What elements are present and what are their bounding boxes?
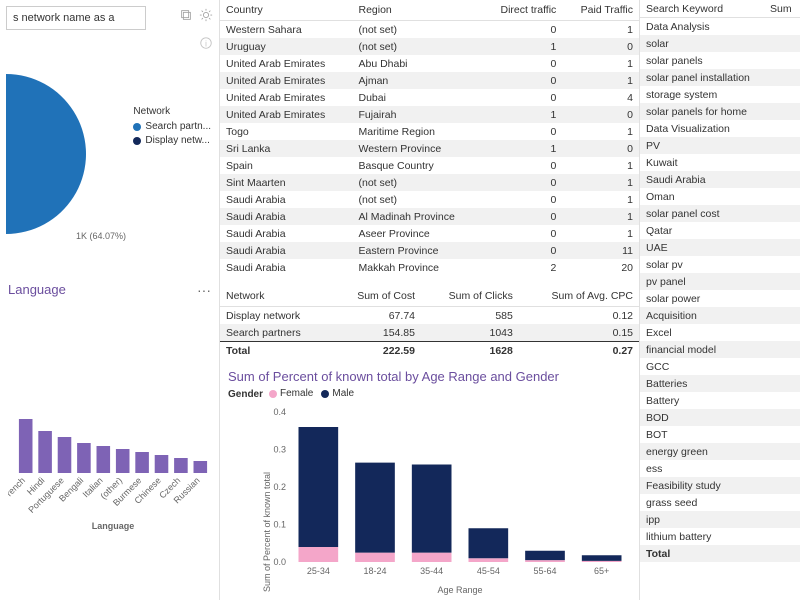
search-input[interactable] <box>6 6 146 30</box>
svg-text:1K (64.07%): 1K (64.07%) <box>76 231 126 241</box>
age-bar-chart: 0.0 0.1 0.2 0.3 0.4 25-34 18-24 35-44 45-54 55-64… <box>220 407 639 600</box>
svg-text:0.3: 0.3 <box>273 444 286 454</box>
svg-text:45-54: 45-54 <box>477 566 500 576</box>
svg-text:Age Range: Age Range <box>437 585 482 595</box>
age-chart-title: Sum of Percent of known total by Age Ran… <box>220 359 639 388</box>
pie-chart: 1K (64.07%) Network Search partn...Displ… <box>0 36 219 276</box>
svg-text:0.2: 0.2 <box>273 482 286 492</box>
svg-text:65+: 65+ <box>594 566 609 576</box>
traffic-table: CountryRegionDirect trafficPaid TrafficW… <box>220 0 639 276</box>
svg-text:0.4: 0.4 <box>273 407 286 417</box>
network-table: NetworkSum of CostSum of ClicksSum of Av… <box>220 286 639 359</box>
svg-text:Language: Language <box>92 521 135 531</box>
language-chart: FrenchHindiPortugueseBengaliItalian(othe… <box>0 303 219 533</box>
svg-text:55-64: 55-64 <box>533 566 556 576</box>
svg-text:18-24: 18-24 <box>363 566 386 576</box>
svg-text:0.0: 0.0 <box>273 557 286 567</box>
svg-text:25-34: 25-34 <box>307 566 330 576</box>
gender-legend: Gender FemaleMale <box>220 388 639 407</box>
svg-text:0.1: 0.1 <box>273 519 286 529</box>
more-icon[interactable]: ··· <box>197 282 211 298</box>
keyword-table: Search KeywordSumData Analysissolarsolar… <box>640 0 800 562</box>
gear-icon[interactable] <box>199 8 213 22</box>
legend-title: Network <box>133 106 211 117</box>
svg-text:French: French <box>8 475 27 502</box>
copy-icon[interactable] <box>179 8 193 22</box>
svg-text:35-44: 35-44 <box>420 566 443 576</box>
pie-legend: Network Search partn...Display netw... <box>133 106 211 149</box>
language-title: Language ··· <box>0 276 219 303</box>
svg-text:Sum of Percent of known total: Sum of Percent of known total <box>262 471 272 591</box>
